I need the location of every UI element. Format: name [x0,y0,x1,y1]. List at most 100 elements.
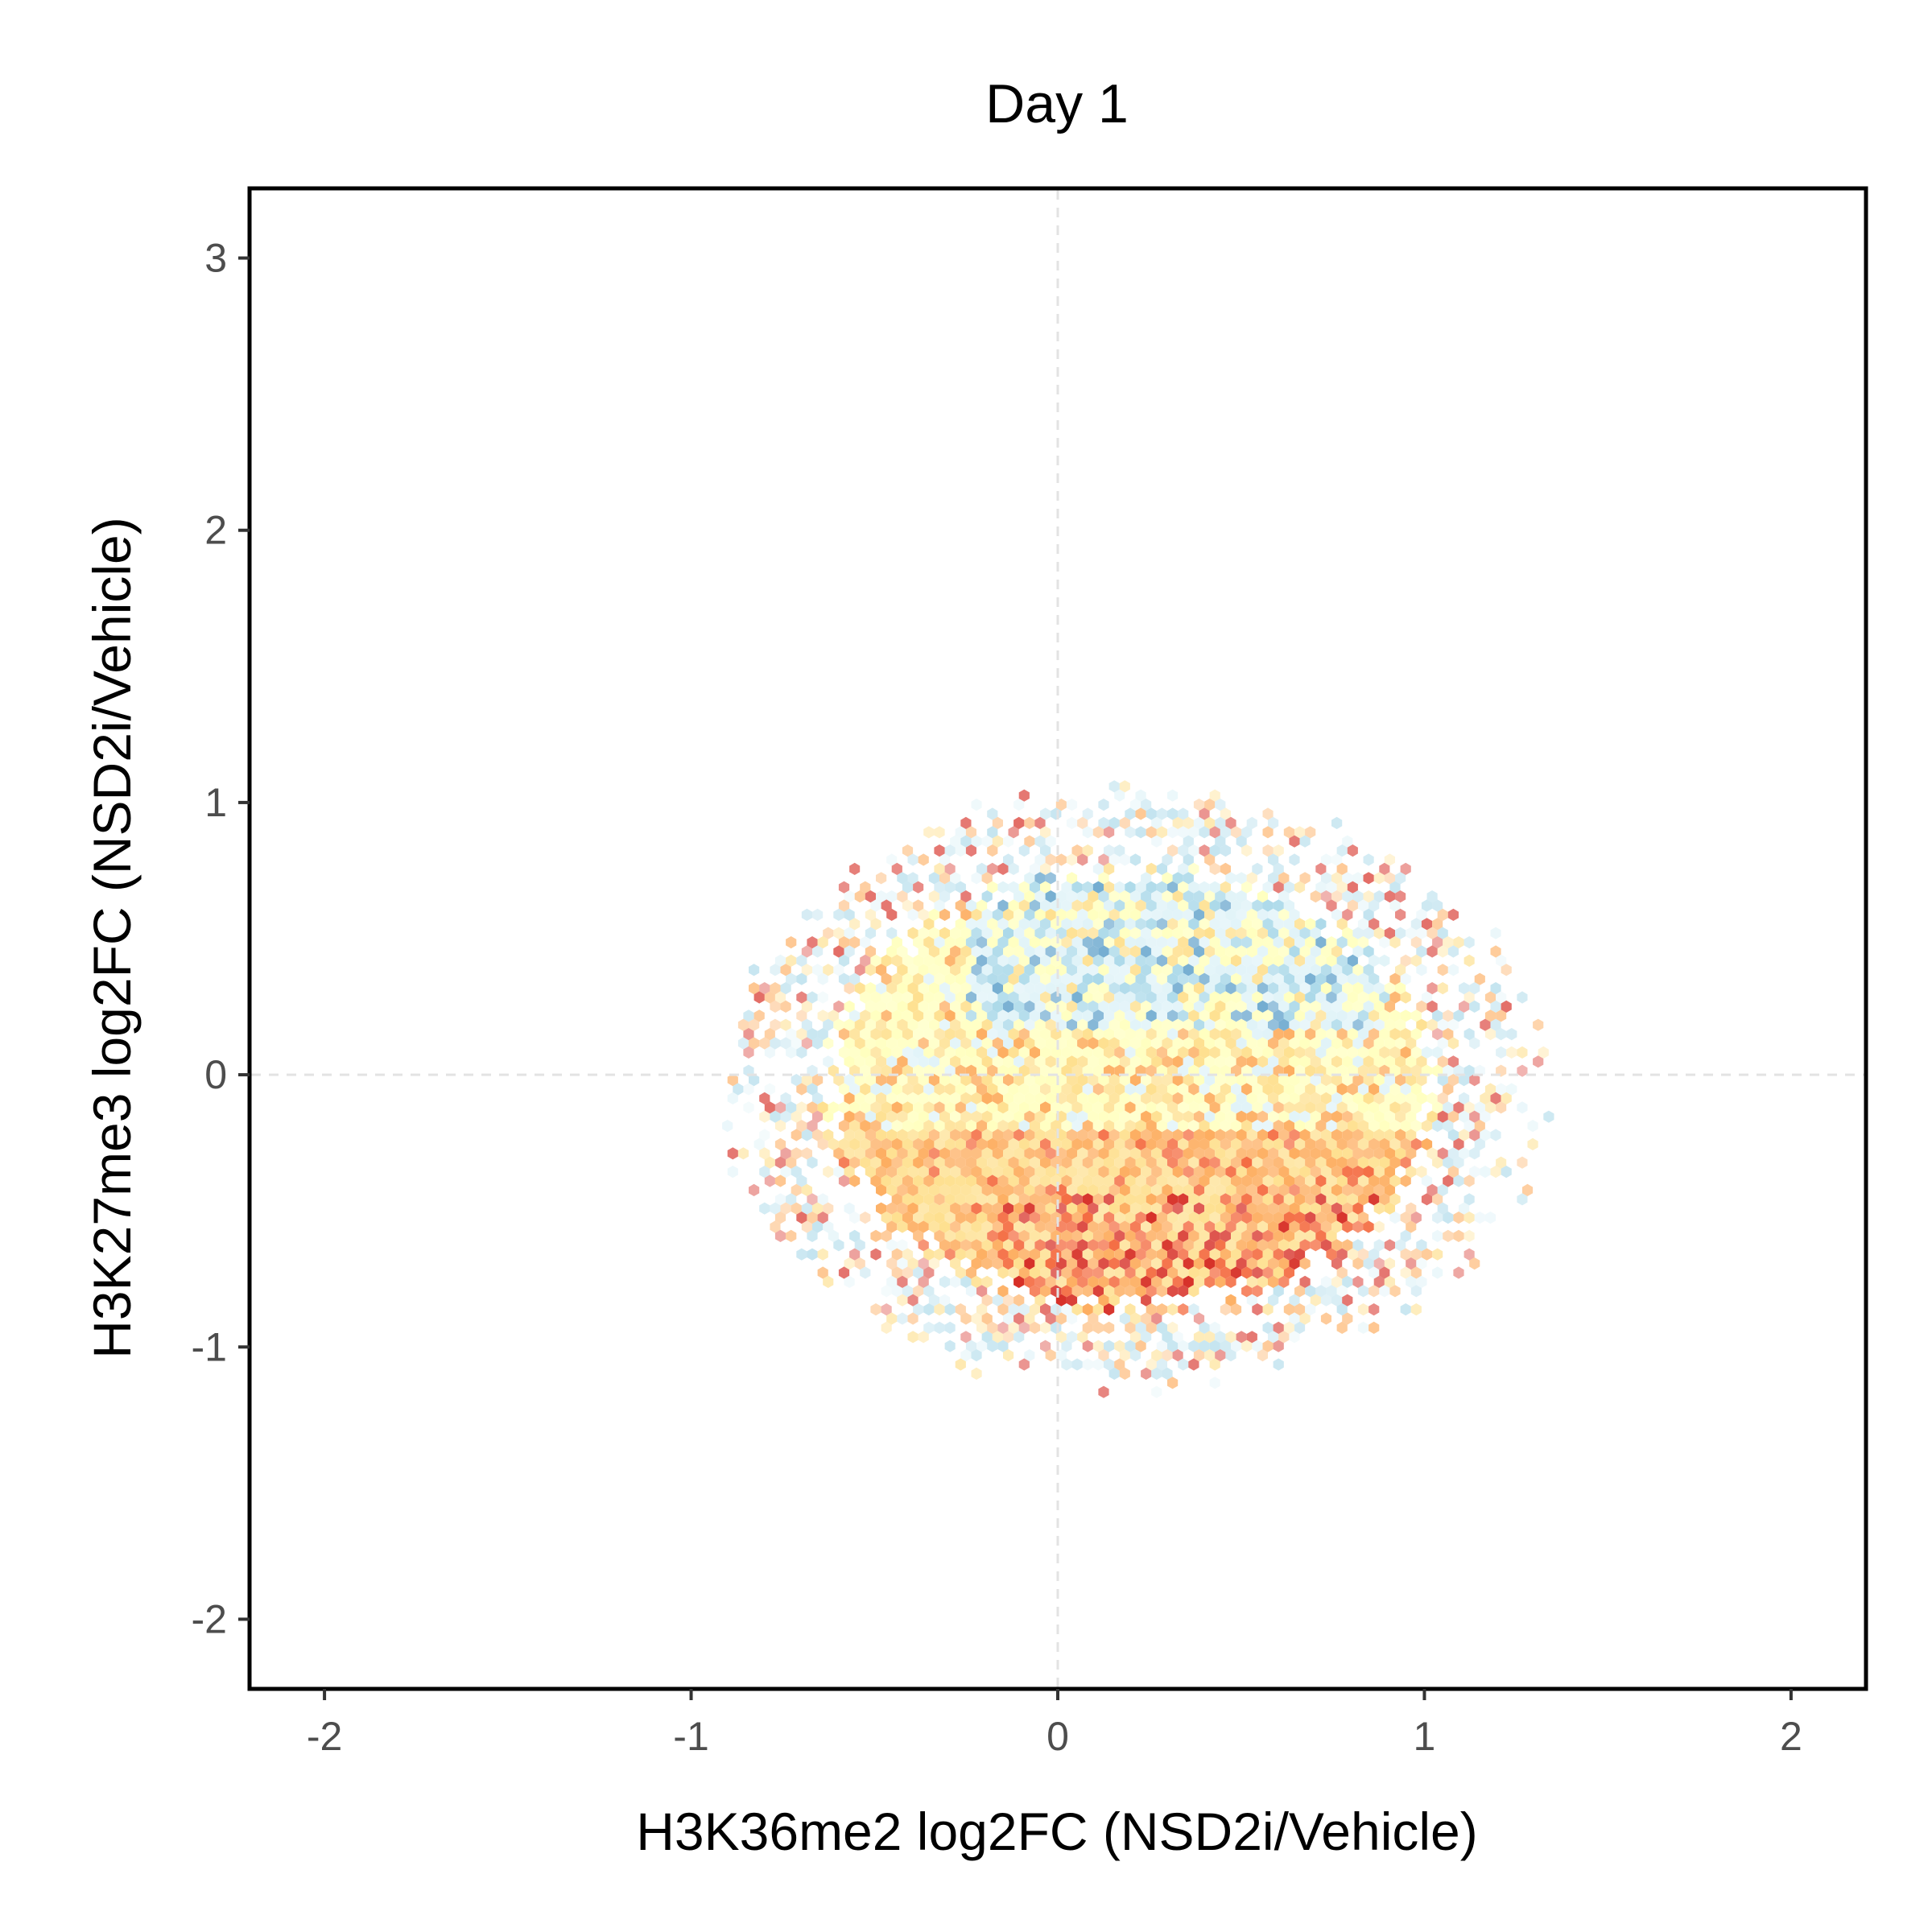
hexbin-cell [881,1009,892,1022]
hexbin-cell [1114,1137,1125,1150]
hexbin-cell [1204,1349,1216,1362]
hexbin-cell [1092,1046,1104,1059]
hexbin-cell [780,1202,791,1215]
hexbin-cell [918,1074,929,1087]
hexbin-cell [1246,1092,1257,1104]
hexbin-cell [1252,972,1263,985]
hexbin-cell [1024,872,1035,885]
hexbin-cell [1336,936,1348,949]
hexbin-cell [1215,1110,1226,1123]
hexbin-cell [1003,1220,1014,1233]
hexbin-cell [1294,936,1306,949]
hexbin-cell [1432,1193,1443,1206]
hexbin-cell [1013,1239,1025,1252]
hexbin-cell [1029,1193,1040,1206]
hexbin-cell [1347,1083,1358,1096]
hexbin-cell [944,881,956,894]
hexbin-cell [1231,1340,1242,1352]
hexbin-cell [1410,1009,1422,1022]
hexbin-cell [1151,835,1162,848]
hexbin-cell [950,927,961,939]
hexbin-cell [1410,1303,1422,1316]
hexbin-cell [1252,1046,1263,1059]
x-axis: -2 -1 0 1 2 [307,1689,1802,1759]
hexbin-cell [1437,927,1448,939]
hexbin-cell [902,1101,914,1114]
hexbin-cell [1389,936,1401,949]
hexbin-cell [955,1303,966,1316]
hexbin-cell [1082,1229,1093,1242]
hexbin-cell [1040,844,1051,857]
hexbin-cell [796,1248,807,1261]
hexbin-cell [1146,1266,1157,1279]
hexbin-cell [1204,1183,1216,1196]
hexbin-cell [1193,1220,1205,1233]
hexbin-cell [928,1183,939,1196]
hexbin-cell [1018,936,1030,949]
hexbin-cell [1336,1120,1348,1133]
hexbin-cell [902,1028,914,1041]
hexbin-cell [1199,1009,1210,1022]
hexbin-cell [1108,1110,1120,1123]
hexbin-cell [918,1000,929,1013]
hexbin-cell [1188,862,1199,875]
hexbin-cell [1384,1074,1395,1087]
hexbin-cell [1480,1110,1491,1123]
hexbin-cell [1204,1239,1216,1252]
hexbin-cell [1347,1046,1358,1059]
hexbin-cell [960,1275,972,1288]
hexbin-cell [1289,964,1300,976]
hexbin-cell [955,1101,966,1114]
hexbin-cell [939,964,951,976]
hexbin-cell [1406,1166,1417,1179]
hexbin-cell [1310,1074,1321,1087]
hexbin-cell [1357,972,1369,985]
hexbin-cell [1506,1046,1517,1059]
hexbin-cell [1199,807,1210,820]
hexbin-cell [891,1174,902,1187]
hexbin-cell [1368,918,1380,931]
hexbin-cell [1241,954,1253,967]
hexbin-cell [1231,826,1242,839]
hexbin-cell [1268,1183,1279,1196]
hexbin-cell [1257,927,1268,939]
hexbin-cell [1538,1046,1549,1059]
hexbin-cell [1055,853,1067,866]
hexbin-cell [1082,1046,1093,1059]
hexbin-cell [1167,881,1179,894]
hexbin-cell [838,954,850,967]
hexbin-cell [997,1120,1009,1133]
hexbin-cell [1114,1248,1125,1261]
hexbin-cell [1156,1101,1167,1114]
hexbin-cell [1273,1028,1284,1041]
hexbin-cell [1453,1229,1464,1242]
hexbin-cell [971,908,982,921]
hexbin-cell [1077,982,1088,995]
hexbin-cell [1108,1166,1120,1179]
hexbin-cell [1156,1028,1167,1041]
hexbin-cell [1331,1055,1343,1068]
hexbin-cell [934,1137,945,1150]
hexbin-cell [1463,1174,1475,1187]
hexbin-cell [1432,1101,1443,1114]
hexbin-cell [737,1018,749,1031]
hexbin-cell [1453,936,1464,949]
y-tick-label: 0 [204,1052,227,1097]
hexbin-cell [1156,1137,1167,1150]
hexbin-cell [1357,1321,1369,1334]
hexbin-cell [1129,1275,1141,1288]
hexbin-cell [1241,991,1253,1004]
hexbin-cell [1098,908,1109,921]
hexbin-cell [1252,991,1263,1004]
hexbin-cell [791,1183,802,1196]
hexbin-cell [1262,1212,1274,1224]
hexbin-cell [934,991,945,1004]
hexbin-cell [1066,890,1078,903]
hexbin-cell [1167,918,1179,931]
hexbin-cell [897,964,908,976]
hexbin-cell [1326,1248,1337,1261]
hexbin-cell [1326,881,1337,894]
hexbin-cell [844,1074,855,1087]
hexbin-cell [1029,1009,1040,1022]
hexbin-cell [1029,1174,1040,1187]
